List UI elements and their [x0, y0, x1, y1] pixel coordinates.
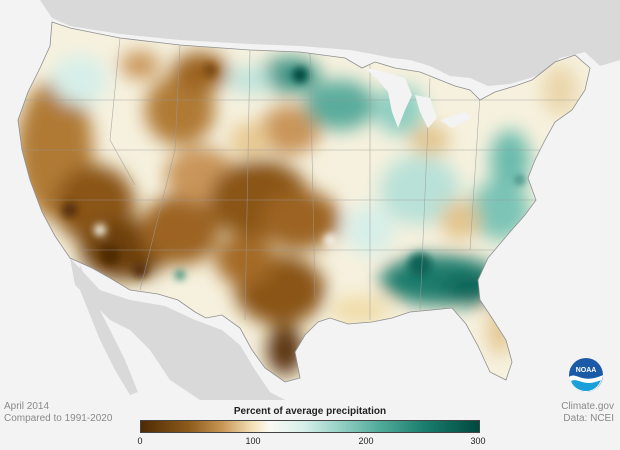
period-label: April 2014 [4, 401, 50, 412]
legend-tick-200: 200 [358, 436, 374, 446]
mexico-landmass [70, 258, 285, 400]
source-label: Climate.gov [561, 401, 614, 412]
noaa-logo: NOAA [569, 358, 603, 392]
noaa-logo-text: NOAA [576, 367, 597, 374]
precipitation-map [0, 0, 620, 400]
baja-peninsula [78, 265, 138, 395]
legend-tick-300: 300 [470, 436, 486, 446]
comparison-label: Compared to 1991-2020 [4, 413, 113, 424]
credit-note: Climate.gov Data: NCEI [561, 401, 614, 425]
period-note: April 2014 Compared to 1991-2020 [4, 401, 112, 425]
legend-color-bar [140, 420, 480, 433]
legend-tick-0: 0 [137, 436, 143, 446]
canada-landmass [0, 0, 620, 86]
data-source-label: Data: NCEI [563, 413, 614, 424]
legend-title: Percent of average precipitation [233, 406, 387, 417]
legend-tick-100: 100 [245, 436, 261, 446]
great-lakes [365, 68, 472, 128]
